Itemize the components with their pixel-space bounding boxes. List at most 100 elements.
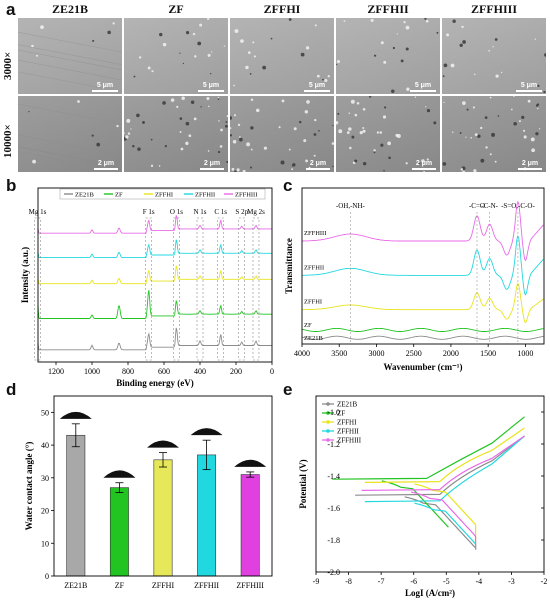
sem-image: 5 μm [18, 18, 122, 94]
sem-particle [226, 115, 228, 118]
sem-particle [179, 131, 182, 133]
legend-entry: ZE21B [337, 401, 358, 409]
x-tick-label: 4000 [294, 349, 310, 358]
sem-particle [387, 141, 391, 146]
sem-particle [362, 126, 365, 130]
sem-particle [426, 109, 431, 113]
y-tick-label: -1.4 [327, 472, 340, 481]
sem-particle [313, 133, 317, 136]
sem-particle [313, 154, 316, 157]
sem-texture [133, 18, 226, 78]
scale-bar-label: 2 μm [203, 160, 221, 167]
sem-texture [18, 22, 122, 93]
cathodic-curve-zf [381, 480, 449, 528]
sem-particle [380, 41, 384, 45]
y-tick-label: 10 [41, 539, 49, 548]
sem-particle [151, 70, 154, 73]
sem-particle [500, 71, 503, 74]
legend-marker [326, 438, 330, 442]
sem-particle [388, 156, 391, 160]
sem-particle [234, 170, 237, 172]
y-axis-label: Water contact angle (°) [24, 442, 34, 531]
sem-image: 2 μm [18, 96, 122, 172]
x-tick-label: -2 [541, 577, 548, 586]
sem-particle [314, 118, 317, 122]
sem-particle [450, 63, 455, 68]
sem-particle [443, 63, 448, 68]
sem-particle [270, 37, 273, 40]
x-tick-label: -5 [443, 577, 450, 586]
sem-particle [472, 106, 475, 109]
sem-particle [210, 51, 213, 53]
y-tick-label: -1.8 [327, 536, 340, 545]
sem-particle [395, 133, 399, 137]
sem-particle [124, 132, 125, 134]
sem-particle [484, 116, 488, 120]
sem-particle [280, 160, 285, 165]
sem-particle [477, 134, 481, 138]
sem-particle [465, 136, 467, 138]
sem-particle [192, 32, 196, 36]
sem-particle [208, 105, 210, 108]
legend-entry: ZF [115, 192, 123, 199]
x-tick-label: ZFFHII [194, 581, 219, 590]
sem-particle [180, 147, 184, 151]
sem-texture [336, 96, 437, 172]
legend-entry: ZFFHII [195, 192, 215, 199]
sem-scratch [18, 59, 122, 81]
scale-bar-label: 5 μm [414, 82, 432, 89]
x-tick-label: 0 [270, 367, 274, 376]
scale-bar: 5 μm [304, 82, 330, 92]
sem-particle [446, 33, 450, 37]
sem-particle [495, 74, 499, 78]
x-tick-label: 800 [122, 367, 134, 376]
y-tick-label: -1.0 [327, 408, 340, 417]
x-tick-label: ZFFHIII [236, 581, 264, 590]
sem-particle [349, 146, 352, 150]
ftir-line-zffhiii [302, 200, 544, 262]
sem-particle [194, 55, 197, 58]
panel-label-c: c [283, 176, 293, 195]
cathodic-curve-zffhii [414, 502, 477, 550]
legend-marker [326, 429, 330, 433]
sem-particle [158, 165, 161, 167]
sem-particle [237, 123, 241, 127]
sem-particle [462, 40, 466, 44]
scale-bar: 5 μm [92, 82, 118, 92]
peak-label: C 1s [214, 208, 227, 216]
sem-particle [327, 75, 330, 78]
ftir-spectra-chart: ZE21B ZF ZFFHI ZFFHII ZFFHIII -OH,-NH- -C=O-C-… [284, 187, 545, 372]
sem-particle [304, 110, 309, 114]
sem-image: 2 μm [336, 96, 440, 172]
sem-particle [250, 148, 253, 151]
sem-particle [278, 126, 281, 129]
anodic-curve-ze21b [355, 435, 525, 496]
scale-bar: 2 μm [306, 160, 330, 170]
sem-particle [489, 96, 492, 99]
sem-column-header: ZFFHIII [470, 2, 517, 16]
band-label: -S=O,-C-O- [501, 202, 535, 210]
sem-particle [383, 169, 385, 172]
plot-frame [301, 187, 545, 345]
sem-particle [442, 75, 445, 78]
x-tick-label: 3500 [331, 349, 347, 358]
legend-entry: ZE21B [75, 192, 94, 199]
sem-particle [452, 131, 454, 133]
sem-particle [343, 20, 346, 22]
sem-particle [193, 117, 197, 121]
series-label: ZFFHII [304, 264, 324, 271]
sem-particle [245, 65, 249, 70]
droplet-icon [234, 459, 267, 467]
sem-particle [132, 145, 135, 148]
peak-marker [34, 217, 41, 361]
sem-particle [293, 127, 297, 131]
sem-particle [359, 131, 363, 135]
sem-particle [488, 49, 491, 52]
sem-particle [337, 112, 340, 115]
sem-particle [332, 165, 334, 168]
sem-column-header: ZFFHII [367, 2, 409, 16]
sem-particle [230, 127, 232, 129]
x-tick-label: -3 [508, 577, 515, 586]
sem-particle [303, 139, 307, 143]
sem-texture [336, 18, 439, 94]
